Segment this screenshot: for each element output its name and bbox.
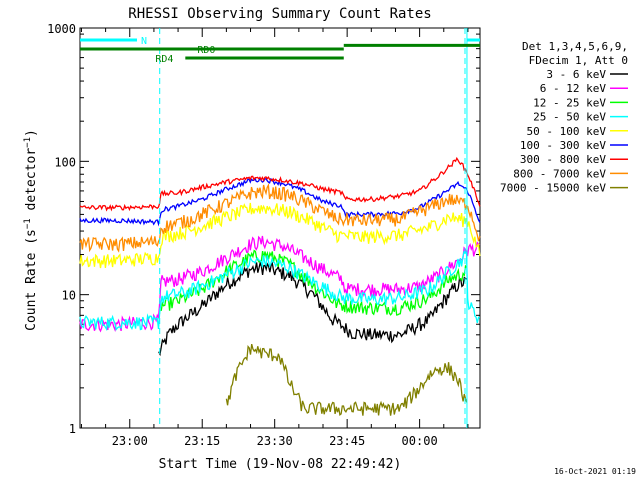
chart-title: RHESSI Observing Summary Count Rates	[128, 6, 431, 22]
y-label-main: Count Rate (s	[24, 229, 39, 331]
legend-label-25-50-kev: 25 - 50 keV	[533, 111, 606, 124]
state-bar-label: RD4	[155, 54, 173, 65]
legend-label-300-800-kev: 300 - 800 keV	[520, 153, 606, 166]
legend-header-line-1: Det 1,3,4,5,6,9,	[522, 40, 628, 53]
y-tick-label: 100	[54, 155, 76, 169]
legend: Det 1,3,4,5,6,9, FDecim 1, Att 0 3 - 6 k…	[500, 40, 628, 195]
series-layer	[79, 156, 481, 416]
y-axis-label: Count Rate (s−1 detector−1)	[23, 129, 39, 331]
y-label-mid: detector	[24, 148, 39, 219]
y-tick-label: 10	[62, 289, 76, 303]
y-tick-label: 1	[69, 422, 76, 436]
legend-label-800-7000-kev: 800 - 7000 keV	[513, 167, 606, 180]
legend-label-100-300-kev: 100 - 300 keV	[520, 139, 606, 152]
axis-ticks: 1 10 100 1000 23:00 23:15 23:30 23:45 00:00	[47, 22, 480, 448]
footer-timestamp: 16-Oct-2021 01:19	[554, 467, 636, 476]
series-line-800-7000-kev	[79, 182, 481, 253]
series-line-25-50-kev	[79, 250, 481, 332]
y-label-sup2: −1	[23, 137, 33, 148]
legend-label-6-12-kev: 6 - 12 keV	[540, 82, 607, 95]
annotation-layer: N RD0 RD4	[80, 28, 480, 428]
legend-label-50-100-kev: 50 - 100 keV	[527, 125, 607, 138]
x-tick-label: 00:00	[402, 434, 438, 448]
legend-label-7000-15000-kev: 7000 - 15000 keV	[500, 182, 606, 195]
x-tick-label: 23:30	[257, 434, 293, 448]
x-tick-label: 23:00	[112, 434, 148, 448]
legend-label-12-25-kev: 12 - 25 keV	[533, 96, 606, 109]
y-tick-label: 1000	[47, 22, 76, 36]
x-axis-label: Start Time (19-Nov-08 22:49:42)	[159, 457, 402, 472]
series-line-300-800-kev	[79, 156, 481, 212]
state-bar-label: N	[141, 36, 147, 47]
y-label-sup1: −1	[23, 218, 33, 229]
y-label-end: )	[24, 129, 39, 137]
series-line-50-100-kev	[79, 202, 481, 269]
series-line-100-300-kev	[79, 176, 481, 227]
plot-border	[79, 27, 481, 429]
legend-label-3-6-kev: 3 - 6 keV	[546, 68, 606, 81]
plot-frame	[79, 27, 481, 429]
state-bar-label: RD0	[197, 45, 215, 56]
legend-header-line-2: FDecim 1, Att 0	[529, 54, 628, 67]
x-tick-label: 23:45	[329, 434, 365, 448]
series-line-7000-15000-kev	[225, 343, 468, 416]
x-tick-label: 23:15	[184, 434, 220, 448]
series-line-3-6-kev	[158, 260, 468, 357]
